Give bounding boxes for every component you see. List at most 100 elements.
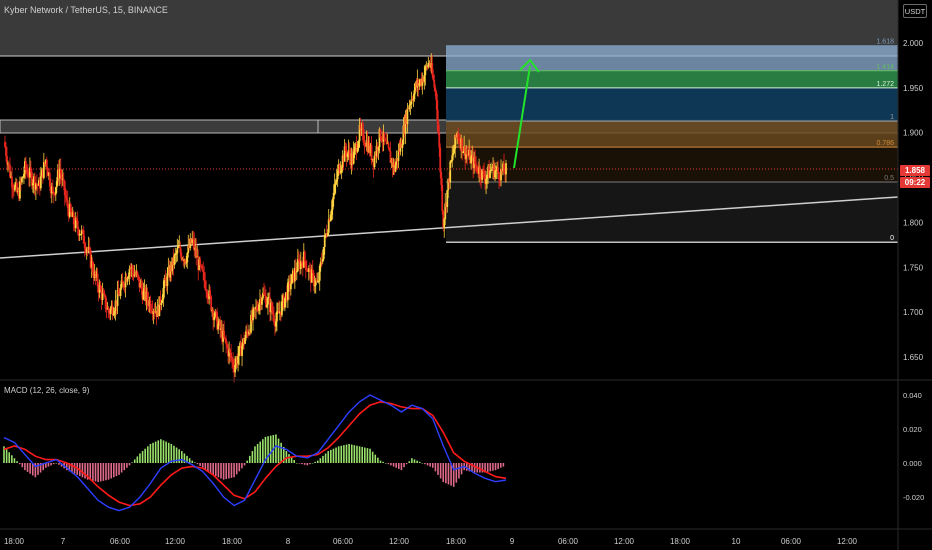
candle-body [118,294,121,296]
macd-histogram-bar [11,455,13,463]
candle-body [279,311,282,316]
currency-button[interactable]: USDT [903,4,927,18]
macd-indicator-title[interactable]: MACD (12, 26, close, 9) [4,386,90,395]
candle-body [190,238,193,244]
candle-body [229,349,231,353]
candle-body [48,173,51,187]
candle-body [260,299,262,305]
candle-body [135,271,138,276]
candle-body [429,62,432,68]
candle-body [222,330,225,342]
candle-body [462,152,465,154]
candle-body [189,238,192,249]
macd-histogram-bar [437,463,439,475]
candle-body [111,305,114,316]
candle-body [237,356,239,364]
macd-histogram-bar [86,463,89,480]
macd-histogram-bar [424,463,426,465]
candle-body [434,87,437,92]
target-arrow[interactable] [513,58,540,169]
macd-histogram-bar [29,463,31,474]
candle-body [145,291,148,302]
candle-body [20,181,22,183]
macd-histogram-bar [479,463,481,473]
candle-body [124,277,127,288]
macd-histogram-bar [387,463,390,465]
candle-body [482,169,484,171]
candle-body [157,306,160,317]
candle-body [317,280,320,282]
candle-body [296,259,299,272]
macd-histogram-bar [431,463,434,468]
candle-body [153,311,156,313]
candle-body [489,170,491,178]
candle-body [362,129,365,143]
candle-body [209,290,212,297]
candle-body [264,294,266,296]
candle-body [364,145,367,147]
candle-body [47,173,50,176]
candle-body [298,260,301,270]
candle-body [352,151,355,164]
candle-body [395,158,398,165]
candle-body [302,251,305,268]
candle-body [171,257,174,272]
candle-body [71,212,74,217]
candle-body [374,155,377,157]
candle-body [203,271,206,281]
candle-body [196,256,199,258]
candle-body [320,261,323,263]
candle-body [444,203,447,220]
candle-body [11,176,13,188]
candle-body [420,79,423,86]
candle-body [466,153,469,155]
candle-body [306,270,309,272]
candle-body [282,295,285,308]
candle-body [5,146,7,157]
candle-body [389,151,392,163]
macd-histogram-bar [113,463,115,478]
candle-body [53,193,56,195]
fib-extension-tool[interactable]: 1.618 1.414 1.272 1 0.786 0.5 0 [446,39,898,243]
candle-body [146,291,149,301]
macd-histogram-bar [212,463,214,475]
candle-body [412,99,415,101]
macd-histogram-bar [81,463,84,478]
candle-body [403,125,406,135]
macd-histogram-bar [345,444,348,463]
trendline[interactable] [0,196,899,259]
candle-body [356,147,359,153]
candle-body [277,311,279,313]
candle-body [184,259,187,264]
time-axis-label: 18:00 [4,537,25,546]
candle-body [210,296,213,311]
candle-body [32,176,35,184]
time-axis[interactable]: 18:00 7 06:00 12:00 18:00 8 06:00 12:00 18:00 9 06… [4,537,858,546]
macd-histogram-bar [369,448,371,463]
candle-body [27,171,29,177]
candle-body [416,80,419,88]
macd-histogram-bar [447,463,450,485]
candle-body [93,271,96,278]
macd-histogram-bar [246,460,248,463]
macd-histogram-bar [71,463,73,473]
macd-histogram-bar [238,463,241,472]
macd-histogram-bar [34,463,37,478]
candle-body [204,280,207,290]
candle-body [112,313,115,316]
candle-body [365,139,368,147]
candle-body [121,280,124,283]
macd-histogram-bar [199,463,201,466]
candle-body [342,155,345,162]
macd-histogram-bar [445,463,447,484]
candle-body [191,238,194,244]
symbol-title[interactable]: Kyber Network / TetherUS, 15, BINANCE [4,5,168,15]
candle-body [70,211,73,217]
candle-body [378,128,381,148]
candle-body [61,179,64,181]
macd-histogram-bar [107,463,110,480]
macd-histogram-bar [60,463,63,467]
macd-histogram-bar [322,455,324,463]
macd-histogram-bar [309,463,311,465]
